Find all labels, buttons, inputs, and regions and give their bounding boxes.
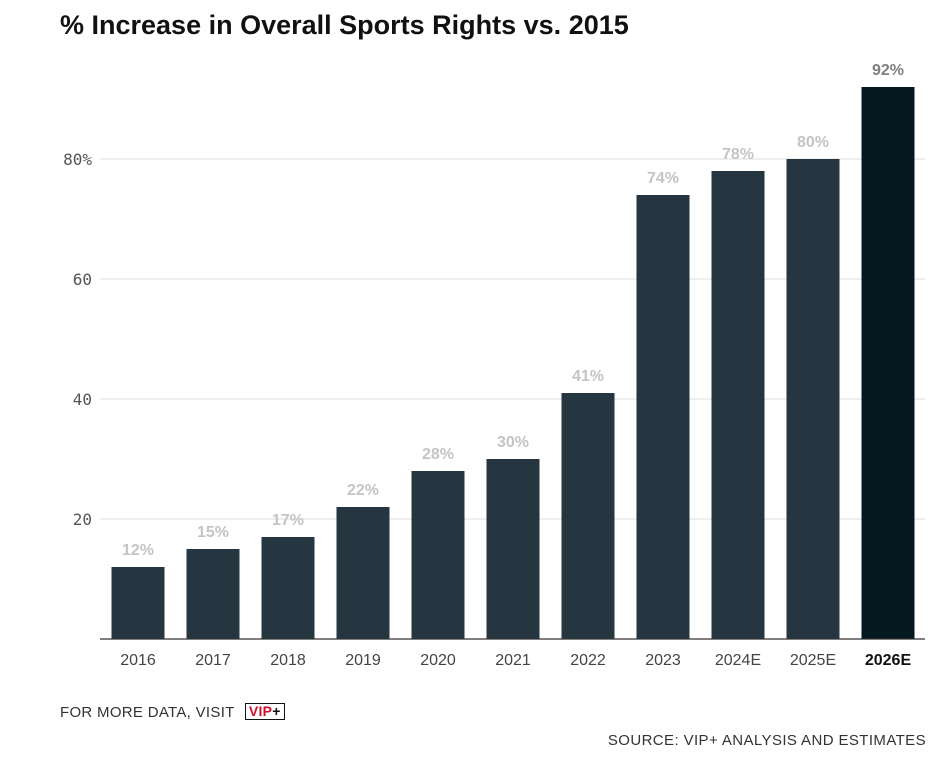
vip-plus-link[interactable]: VIP+ xyxy=(244,703,285,720)
value-label: 22% xyxy=(347,482,379,499)
source-note: SOURCE: VIP+ ANALYSIS AND ESTIMATES xyxy=(607,732,926,749)
value-label: 12% xyxy=(122,542,154,559)
value-label: 74% xyxy=(647,170,679,187)
value-label: 80% xyxy=(797,134,829,151)
bar xyxy=(636,195,690,639)
y-tick-label: 60 xyxy=(73,270,92,289)
bar xyxy=(786,159,840,639)
bar xyxy=(336,507,390,639)
y-tick-label: 40 xyxy=(73,390,92,409)
value-label: 30% xyxy=(497,434,529,451)
x-tick-label: 2019 xyxy=(345,652,381,669)
x-tick-label: 2020 xyxy=(420,652,456,669)
value-label: 92% xyxy=(872,62,904,79)
bar xyxy=(411,471,465,639)
x-tick-label: 2024E xyxy=(715,652,761,669)
x-tick-label: 2017 xyxy=(195,652,231,669)
x-tick-label: 2022 xyxy=(570,652,606,669)
bar xyxy=(111,567,165,639)
value-label: 15% xyxy=(197,524,229,541)
x-tick-label: 2021 xyxy=(495,652,531,669)
bar-chart: 20 40 60 80% 12% 2016 15% 2017 17% 2018 22% 2019 28%… xyxy=(63,62,925,669)
value-label: 17% xyxy=(272,512,304,529)
value-label: 78% xyxy=(722,146,754,163)
more-data-note: FOR MORE DATA, VISIT VIP+ xyxy=(60,703,285,721)
bar xyxy=(186,549,240,639)
bar xyxy=(861,87,915,639)
x-tick-label: 2025E xyxy=(790,652,836,669)
vip-badge-plus: + xyxy=(272,703,281,719)
x-tick-label: 2023 xyxy=(645,652,681,669)
bar xyxy=(561,393,615,639)
x-tick-label: 2016 xyxy=(120,652,156,669)
value-label: 41% xyxy=(572,368,604,385)
chart-title: % Increase in Overall Sports Rights vs. … xyxy=(60,10,629,40)
more-data-text: FOR MORE DATA, VISIT xyxy=(60,704,235,721)
y-tick-label: 80% xyxy=(63,150,92,169)
bar xyxy=(261,537,315,639)
y-tick-label: 20 xyxy=(73,510,92,529)
bar xyxy=(711,171,765,639)
vip-badge-text: VIP xyxy=(248,703,273,719)
x-tick-label: 2026E xyxy=(865,652,912,669)
bar xyxy=(486,459,540,639)
value-label: 28% xyxy=(422,446,454,463)
x-tick-label: 2018 xyxy=(270,652,306,669)
